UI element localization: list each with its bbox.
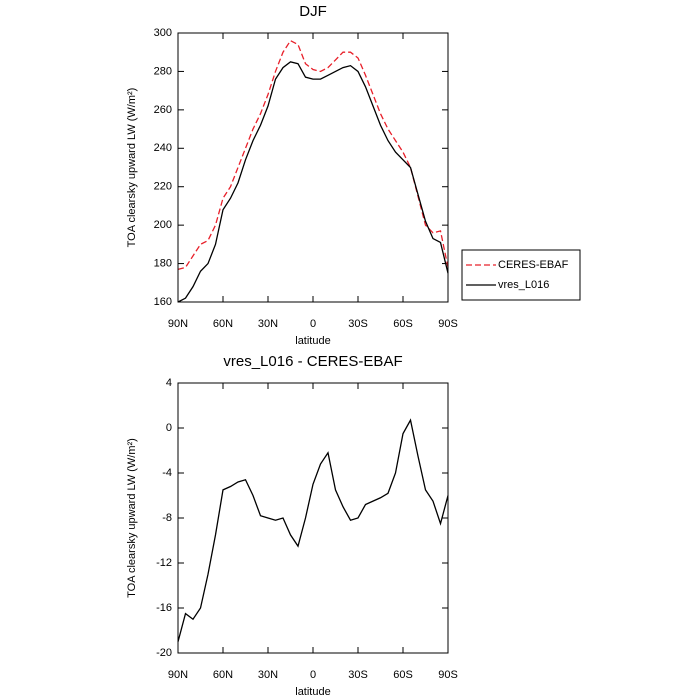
y-tick-label: -12 bbox=[156, 557, 172, 569]
x-tick-label: 30N bbox=[258, 318, 278, 330]
x-axis-label: latitude bbox=[295, 686, 330, 698]
chart-title: vres_L016 - CERES-EBAF bbox=[223, 353, 402, 370]
x-tick-label: 30N bbox=[258, 669, 278, 681]
data-line bbox=[177, 61, 449, 303]
plot-frame bbox=[177, 32, 449, 303]
legend-box bbox=[461, 249, 581, 301]
x-tick-label: 90S bbox=[438, 318, 458, 330]
x-tick-label: 60S bbox=[393, 318, 413, 330]
x-tick-label: 30S bbox=[348, 318, 368, 330]
y-tick-label: 0 bbox=[166, 422, 172, 434]
y-tick-label: 220 bbox=[154, 181, 172, 193]
y-tick-label: 200 bbox=[154, 219, 172, 231]
y-tick-label: 260 bbox=[154, 104, 172, 116]
x-tick-label: 60N bbox=[213, 318, 233, 330]
x-tick-label: 90N bbox=[168, 669, 188, 681]
y-axis-label: TOA clearsky upward LW (W/m²) bbox=[126, 88, 138, 248]
x-tick-label: 30S bbox=[348, 669, 368, 681]
y-tick-label: -20 bbox=[156, 647, 172, 659]
chart-title: DJF bbox=[299, 3, 327, 20]
y-tick-label: 180 bbox=[154, 257, 172, 269]
x-tick-label: 90S bbox=[438, 669, 458, 681]
y-tick-label: -16 bbox=[156, 602, 172, 614]
y-tick-label: 280 bbox=[154, 65, 172, 77]
legend-label: CERES-EBAF bbox=[498, 259, 569, 271]
y-tick-label: 160 bbox=[154, 296, 172, 308]
x-tick-label: 0 bbox=[310, 318, 316, 330]
legend-label: vres_L016 bbox=[498, 279, 549, 291]
y-tick-label: 4 bbox=[166, 377, 172, 389]
x-tick-label: 90N bbox=[168, 318, 188, 330]
y-tick-label: -8 bbox=[162, 512, 172, 524]
x-tick-label: 60S bbox=[393, 669, 413, 681]
y-tick-label: 240 bbox=[154, 142, 172, 154]
data-line bbox=[177, 418, 449, 642]
data-line bbox=[177, 39, 449, 270]
x-tick-label: 0 bbox=[310, 669, 316, 681]
y-tick-label: 300 bbox=[154, 27, 172, 39]
x-tick-label: 60N bbox=[213, 669, 233, 681]
y-axis-label: TOA clearsky upward LW (W/m²) bbox=[126, 438, 138, 598]
plot-frame bbox=[177, 382, 449, 654]
y-tick-label: -4 bbox=[162, 467, 172, 479]
x-axis-label: latitude bbox=[295, 335, 330, 347]
